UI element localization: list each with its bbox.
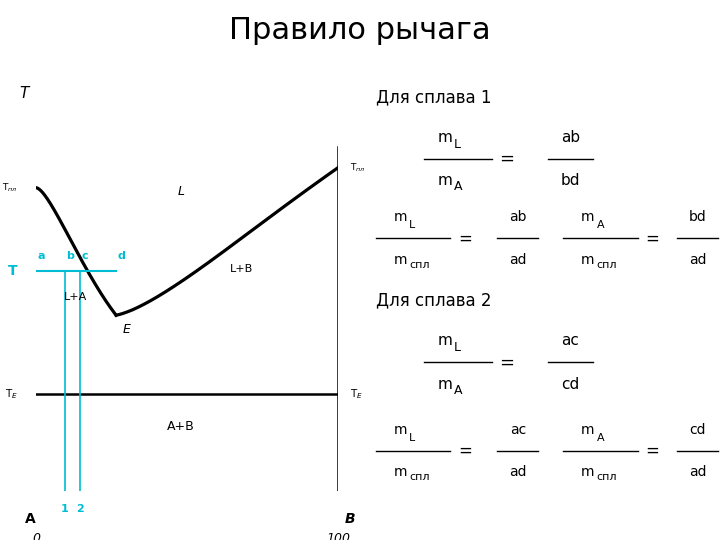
Text: =: = bbox=[646, 230, 660, 247]
Text: m: m bbox=[581, 423, 595, 437]
Text: E: E bbox=[122, 323, 130, 336]
Text: Правило рычага: Правило рычага bbox=[229, 16, 491, 45]
Text: =: = bbox=[459, 442, 472, 460]
Text: a: a bbox=[37, 251, 45, 261]
Text: cd: cd bbox=[689, 423, 706, 437]
Text: m: m bbox=[581, 465, 595, 479]
Text: =: = bbox=[499, 150, 514, 168]
Text: ad: ad bbox=[509, 465, 526, 479]
Text: bd: bd bbox=[688, 210, 706, 224]
Text: cd: cd bbox=[561, 376, 580, 392]
Text: m: m bbox=[438, 376, 452, 392]
Text: 2: 2 bbox=[76, 503, 84, 514]
Text: A: A bbox=[596, 433, 604, 443]
Text: m: m bbox=[581, 253, 595, 267]
Text: ab: ab bbox=[561, 130, 580, 145]
Text: m: m bbox=[394, 423, 408, 437]
Text: A: A bbox=[24, 512, 35, 525]
Text: m: m bbox=[438, 173, 452, 188]
Text: m: m bbox=[581, 210, 595, 224]
Text: ab: ab bbox=[509, 210, 526, 224]
Text: T$_E$: T$_E$ bbox=[5, 387, 18, 401]
Text: ac: ac bbox=[562, 333, 579, 348]
Text: L+A: L+A bbox=[63, 292, 87, 302]
Text: B: B bbox=[344, 512, 355, 525]
Text: b: b bbox=[66, 251, 74, 261]
Text: c: c bbox=[81, 251, 88, 261]
Text: 1: 1 bbox=[61, 503, 68, 514]
Text: Для сплава 1: Для сплава 1 bbox=[376, 88, 491, 106]
Text: L+B: L+B bbox=[230, 264, 253, 274]
Text: m: m bbox=[438, 130, 452, 145]
Text: L: L bbox=[178, 185, 184, 198]
Text: 100: 100 bbox=[326, 532, 351, 540]
Text: 0: 0 bbox=[32, 532, 40, 540]
Text: спл: спл bbox=[596, 472, 617, 482]
Text: ad: ad bbox=[689, 465, 706, 479]
Text: спл: спл bbox=[596, 260, 617, 269]
Text: ac: ac bbox=[510, 423, 526, 437]
Text: Для сплава 2: Для сплава 2 bbox=[376, 292, 491, 309]
Text: =: = bbox=[459, 230, 472, 247]
Text: m: m bbox=[438, 333, 452, 348]
Text: L: L bbox=[409, 433, 415, 443]
Text: bd: bd bbox=[560, 173, 580, 188]
Text: L: L bbox=[409, 220, 415, 231]
Text: d: d bbox=[117, 251, 125, 261]
Text: спл: спл bbox=[409, 472, 430, 482]
Text: T: T bbox=[19, 86, 29, 102]
Text: T$_{пл}$: T$_{пл}$ bbox=[351, 161, 366, 174]
Text: T: T bbox=[8, 264, 18, 278]
Text: спл: спл bbox=[409, 260, 430, 269]
Text: T$_E$: T$_E$ bbox=[351, 387, 364, 401]
Text: A+B: A+B bbox=[167, 420, 195, 433]
Text: L: L bbox=[454, 138, 462, 151]
Text: T$_{пл}$: T$_{пл}$ bbox=[2, 181, 18, 194]
Text: A: A bbox=[454, 384, 463, 397]
Text: A: A bbox=[596, 220, 604, 231]
Text: =: = bbox=[646, 442, 660, 460]
Text: m: m bbox=[394, 253, 408, 267]
Text: ad: ad bbox=[509, 253, 526, 267]
Text: A: A bbox=[454, 180, 463, 193]
Text: L: L bbox=[454, 341, 462, 354]
Text: ad: ad bbox=[689, 253, 706, 267]
Text: m: m bbox=[394, 465, 408, 479]
Text: =: = bbox=[499, 354, 514, 372]
Text: m: m bbox=[394, 210, 408, 224]
